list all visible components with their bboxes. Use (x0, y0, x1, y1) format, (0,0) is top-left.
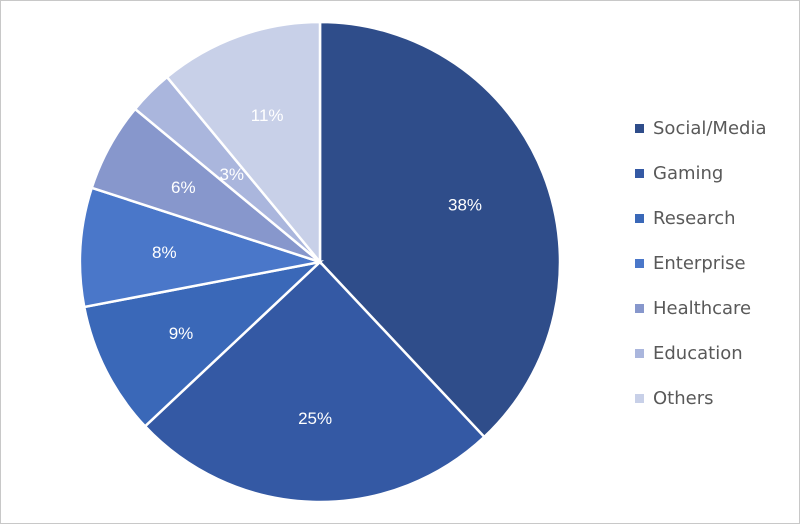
legend-label: Research (653, 208, 736, 229)
legend-swatch (635, 304, 644, 313)
legend-swatch (635, 214, 644, 223)
legend-item-research: Research (635, 196, 767, 241)
legend-item-education: Education (635, 331, 767, 376)
legend-item-enterprise: Enterprise (635, 241, 767, 286)
pie-slice-research (82, 259, 324, 429)
legend-label: Others (653, 388, 714, 409)
legend-swatch (635, 169, 644, 178)
legend-swatch (635, 394, 644, 403)
pie-slice-enterprise (78, 186, 321, 309)
legend-swatch (635, 349, 644, 358)
pie-slices (78, 20, 562, 504)
data-label-research: 9% (169, 324, 194, 343)
data-label-gaming: 25% (298, 409, 332, 428)
legend-label: Education (653, 343, 743, 364)
legend-label: Social/Media (653, 118, 767, 139)
data-label-healthcare: 6% (171, 178, 196, 197)
data-label-education: 3% (219, 165, 244, 184)
legend: Social/Media Gaming Research Enterprise … (635, 106, 767, 421)
pie-slice-others (165, 20, 322, 266)
data-label-enterprise: 8% (152, 243, 177, 262)
legend-label: Gaming (653, 163, 724, 184)
legend-swatch (635, 259, 644, 268)
data-label-others: 11% (251, 106, 284, 125)
pie-slice-social-media (318, 20, 562, 439)
legend-item-healthcare: Healthcare (635, 286, 767, 331)
pie-data-labels: 38% 25% 9% 8% 6% 3% 11% (152, 106, 482, 428)
legend-item-social-media: Social/Media (635, 106, 767, 151)
pie-slice-gaming (143, 260, 487, 504)
legend-label: Enterprise (653, 253, 746, 274)
legend-item-gaming: Gaming (635, 151, 767, 196)
legend-item-others: Others (635, 376, 767, 421)
legend-label: Healthcare (653, 298, 752, 319)
data-label-social-media: 38% (448, 196, 482, 215)
legend-swatch (635, 124, 644, 133)
